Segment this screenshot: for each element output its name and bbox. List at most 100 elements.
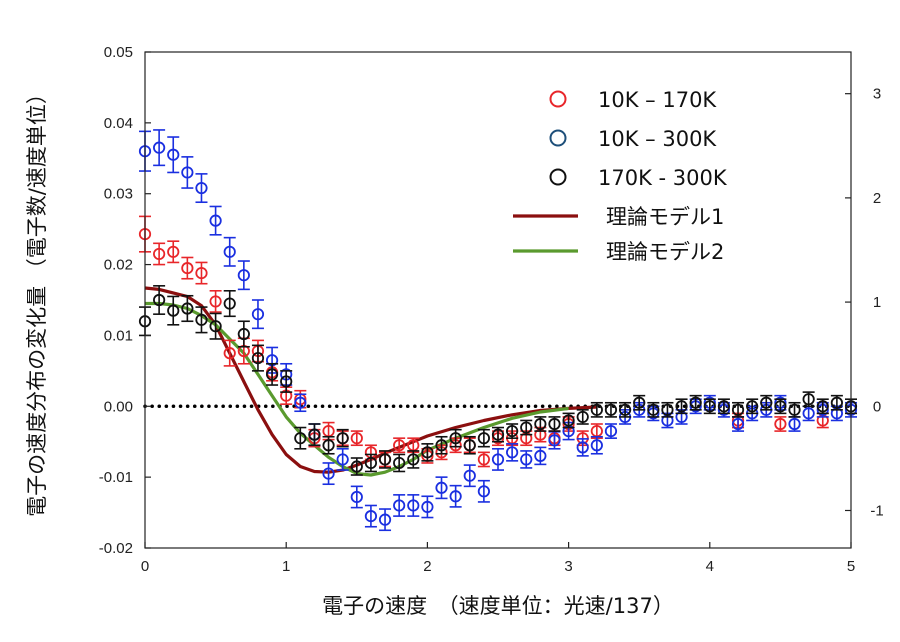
data-point xyxy=(322,467,335,480)
data-point xyxy=(689,396,702,409)
data-point xyxy=(618,403,632,416)
data-point xyxy=(449,490,462,503)
data-point xyxy=(308,428,321,441)
data-point xyxy=(760,396,773,409)
y2-tick-label: 2 xyxy=(873,190,881,207)
data-point-layer xyxy=(138,129,858,532)
data-point xyxy=(336,453,349,466)
data-point xyxy=(534,449,547,462)
data-point xyxy=(774,400,787,413)
data-point xyxy=(548,434,561,447)
data-point xyxy=(167,304,180,317)
data-point xyxy=(393,439,406,452)
y-tick-label: -0.01 xyxy=(99,469,133,486)
data-point xyxy=(746,400,759,413)
data-point xyxy=(506,446,519,459)
data-point xyxy=(463,469,476,482)
data-point xyxy=(251,308,265,321)
data-point xyxy=(181,166,194,179)
data-point xyxy=(350,432,363,445)
data-point xyxy=(223,347,236,360)
data-point xyxy=(830,396,843,409)
y2-tick-label: 3 xyxy=(873,86,881,103)
legend-label: 理論モデル1 xyxy=(606,205,724,229)
data-point xyxy=(350,490,363,504)
data-point xyxy=(294,396,307,409)
data-point xyxy=(167,245,180,258)
data-point xyxy=(181,302,194,315)
data-point xyxy=(802,393,815,406)
legend-marker xyxy=(549,129,567,147)
data-point xyxy=(181,262,194,275)
data-point xyxy=(647,403,660,416)
data-point xyxy=(167,148,180,161)
plot-frame xyxy=(144,51,852,549)
y-tick-label: 0.02 xyxy=(104,257,133,274)
x-tick-label: 1 xyxy=(282,558,290,575)
data-point xyxy=(153,141,166,154)
legend: 10K – 170K 10K – 300K 170K - 300K 理論モデル1 理論モ… xyxy=(513,88,728,264)
data-point xyxy=(223,297,236,310)
y2-tick-label: 1 xyxy=(873,294,881,311)
data-point xyxy=(717,400,731,413)
data-point xyxy=(590,403,603,416)
data-point xyxy=(816,400,829,413)
data-point xyxy=(435,481,448,494)
data-point xyxy=(491,453,505,466)
data-point xyxy=(378,453,392,466)
x-tick-label: 2 xyxy=(423,558,431,575)
data-point xyxy=(209,214,222,227)
y-tick-label: 0.04 xyxy=(104,115,133,132)
data-point xyxy=(788,417,801,431)
y-tick-label: 0.05 xyxy=(104,44,133,61)
data-point xyxy=(703,400,716,413)
data-point xyxy=(774,417,787,431)
data-point xyxy=(280,375,293,388)
legend-marker xyxy=(549,90,567,108)
data-point xyxy=(604,403,618,416)
legend-label: 170K - 300K xyxy=(598,166,728,190)
data-point xyxy=(421,500,434,514)
y-tick-label: 0.01 xyxy=(104,327,133,344)
data-point xyxy=(633,396,646,409)
data-point xyxy=(407,499,420,512)
data-point xyxy=(731,417,745,431)
data-point xyxy=(237,269,250,282)
data-series xyxy=(138,285,858,476)
y2-tick-label: 0 xyxy=(873,398,881,415)
data-point xyxy=(731,403,745,416)
data-point xyxy=(364,510,378,523)
data-point xyxy=(548,417,561,431)
data-point xyxy=(562,414,575,427)
x-tick-label: 3 xyxy=(564,558,572,575)
y-axis-title: 電子の速度分布の変化量 （電子数/速度単位） xyxy=(25,83,49,517)
data-point xyxy=(322,439,335,452)
data-point xyxy=(477,432,490,445)
data-point xyxy=(520,421,533,434)
data-point xyxy=(393,499,406,512)
data-point xyxy=(336,432,349,445)
data-point xyxy=(407,453,420,466)
data-point xyxy=(364,456,378,470)
data-point xyxy=(421,446,434,459)
data-point xyxy=(393,456,406,470)
data-point xyxy=(153,293,166,307)
data-point xyxy=(477,453,490,466)
data-point xyxy=(378,513,392,526)
data-point xyxy=(576,441,589,454)
data-point xyxy=(350,460,363,473)
x-tick-label: 4 xyxy=(706,558,714,575)
data-point xyxy=(661,403,674,416)
y-tick-label: 0.00 xyxy=(104,398,133,415)
data-point xyxy=(294,432,307,445)
data-point xyxy=(153,247,166,261)
y2-tick-label: -1 xyxy=(870,502,883,519)
data-point xyxy=(520,453,533,466)
y-tick-label: 0.03 xyxy=(104,186,133,203)
data-point xyxy=(449,432,462,445)
data-point xyxy=(675,400,688,413)
data-point xyxy=(195,181,208,195)
model-line xyxy=(145,301,569,477)
data-point xyxy=(604,424,618,438)
